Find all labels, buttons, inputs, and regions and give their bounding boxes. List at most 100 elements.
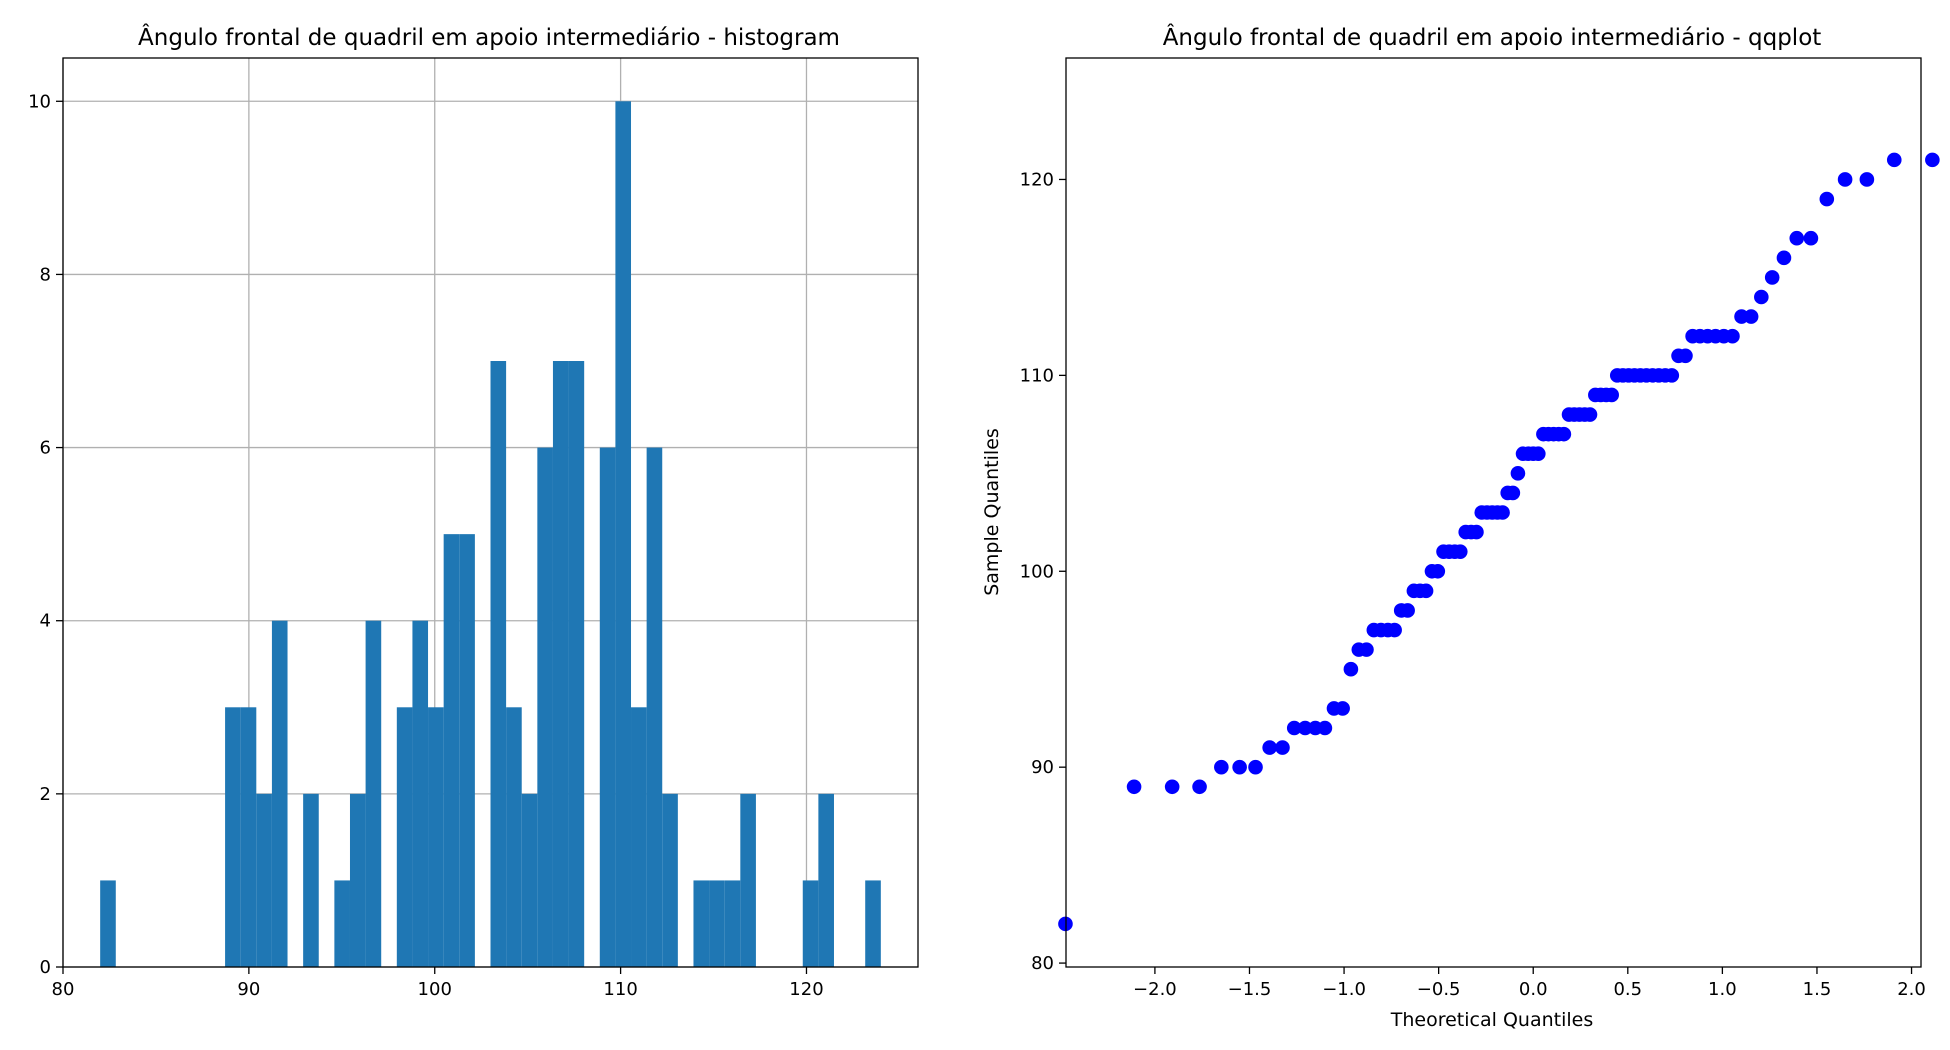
histogram-bar [552, 361, 569, 967]
histogram-y-tick-label: 6 [40, 438, 51, 459]
histogram-bar [802, 880, 819, 967]
histogram-bar [521, 793, 538, 967]
histogram-bar [537, 447, 553, 967]
histogram-y-tick-label: 10 [28, 91, 51, 112]
qqplot-point [1725, 328, 1740, 344]
qqplot-point [1556, 426, 1572, 442]
histogram-bar [568, 361, 585, 967]
qqplot-point [1754, 289, 1769, 305]
qqplot-x-label: Theoretical Quantiles [1390, 1009, 1593, 1031]
qqplot-y-tick-label: 80 [1031, 953, 1054, 974]
histogram-bar [709, 880, 725, 967]
qqplot-x-tick-label: 1.5 [1803, 979, 1832, 1000]
histogram-bar [662, 793, 678, 967]
qqplot-point [1317, 720, 1333, 736]
qqplot-title: Ângulo frontal de quadril em apoio inter… [1163, 23, 1822, 51]
histogram-x-tick-label: 120 [789, 979, 823, 1000]
qqplot-point [1678, 348, 1693, 364]
qqplot-point [1359, 642, 1374, 657]
histogram-bar [256, 793, 272, 967]
qqplot-point [1126, 779, 1142, 795]
qqplot-y-tick-label: 110 [1020, 365, 1054, 386]
qqplot-x-tick-label: 1.0 [1708, 979, 1737, 1000]
histogram-axes-frame [62, 57, 919, 968]
histogram-x-ticks: 80 90 100 110 120 [52, 967, 824, 1000]
qqplot-point [1430, 563, 1446, 579]
qqplot-point [1886, 152, 1902, 168]
qqplot-point [1214, 759, 1229, 775]
histogram-y-tick-label: 0 [40, 957, 51, 978]
qqplot-point [1531, 446, 1546, 462]
histogram-bar [334, 880, 350, 967]
histogram-bar [443, 534, 460, 967]
qqplot-point [1664, 368, 1680, 383]
qqplot-point [1837, 172, 1853, 187]
histogram-bar [865, 880, 881, 967]
histogram-y-tick-label: 2 [40, 784, 51, 805]
qqplot-point [1859, 172, 1875, 187]
histogram-x-tick-label: 100 [418, 979, 452, 1000]
qqplot-y-tick-label: 90 [1031, 757, 1054, 778]
histogram-y-tick-label: 8 [40, 264, 51, 285]
qqplot-point [1400, 603, 1415, 618]
histogram-bar [240, 707, 257, 967]
histogram-x-tick-label: 90 [237, 979, 260, 1000]
histogram-bar [724, 880, 741, 967]
qqplot-point [1335, 701, 1350, 716]
qqplot-point [1164, 779, 1180, 795]
qqplot-point [1764, 270, 1780, 285]
histogram-chart: Ângulo frontal de quadril em apoio inter… [28, 23, 919, 1000]
qqplot-point [1789, 230, 1805, 246]
histogram-bar [506, 707, 522, 967]
histogram-bar [615, 101, 632, 968]
qqplot-point [1469, 524, 1484, 540]
qqplot-point [1776, 250, 1792, 266]
histogram-bar [365, 620, 382, 967]
histogram-bar [693, 880, 710, 967]
qqplot-x-tick-label: −0.5 [1417, 979, 1461, 1000]
histogram-bars [100, 101, 881, 968]
histogram-bar [818, 793, 834, 967]
qqplot-point [1819, 191, 1835, 207]
qqplot-point [1452, 544, 1468, 559]
qqplot-x-tick-label: 2.0 [1897, 979, 1926, 1000]
qqplot-y-tick-label: 120 [1020, 169, 1054, 190]
qqplot-point [1604, 387, 1619, 403]
qqplot-y-tick-label: 100 [1020, 561, 1054, 582]
qqplot-point [1275, 740, 1290, 755]
histogram-bar [428, 707, 444, 967]
qqplot-point [1387, 622, 1402, 638]
qqplot-point [1232, 759, 1247, 775]
qqplot-point [1418, 583, 1434, 599]
qqplot-point [1925, 152, 1940, 168]
histogram-title: Ângulo frontal de quadril em apoio inter… [138, 23, 840, 51]
qqplot-point [1286, 720, 1302, 736]
histogram-bar [631, 707, 647, 967]
histogram-bar [225, 707, 241, 967]
qqplot-point [1505, 485, 1521, 501]
histogram-bar [459, 534, 475, 967]
qqplot-x-tick-label: 0.0 [1519, 979, 1548, 1000]
histogram-x-tick-label: 80 [52, 979, 75, 1000]
histogram-bar [349, 793, 366, 967]
histogram-bar [303, 793, 319, 967]
qqplot-x-tick-label: −1.5 [1228, 979, 1272, 1000]
histogram-bar [599, 447, 616, 967]
qqplot-point [1343, 661, 1359, 677]
histogram-bar [271, 620, 288, 967]
histogram-y-ticks: 0 2 4 6 8 10 [28, 91, 63, 978]
qqplot-y-ticks: 80 90 100 110 120 [1020, 169, 1066, 974]
qqplot-point [1495, 505, 1510, 520]
histogram-bar [100, 880, 116, 967]
histogram-bar [740, 793, 756, 967]
histogram-x-tick-label: 110 [603, 979, 637, 1000]
qqplot-point [1582, 407, 1598, 422]
qqplot-point [1743, 309, 1759, 324]
histogram-bar [412, 620, 429, 967]
histogram-y-tick-label: 4 [40, 611, 51, 632]
histogram-bar [646, 447, 663, 967]
qqplot-chart: Ângulo frontal de quadril em apoio inter… [981, 23, 1940, 1031]
qqplot-point [1262, 740, 1277, 755]
qqplot-y-label: Sample Quantiles [981, 428, 1003, 596]
